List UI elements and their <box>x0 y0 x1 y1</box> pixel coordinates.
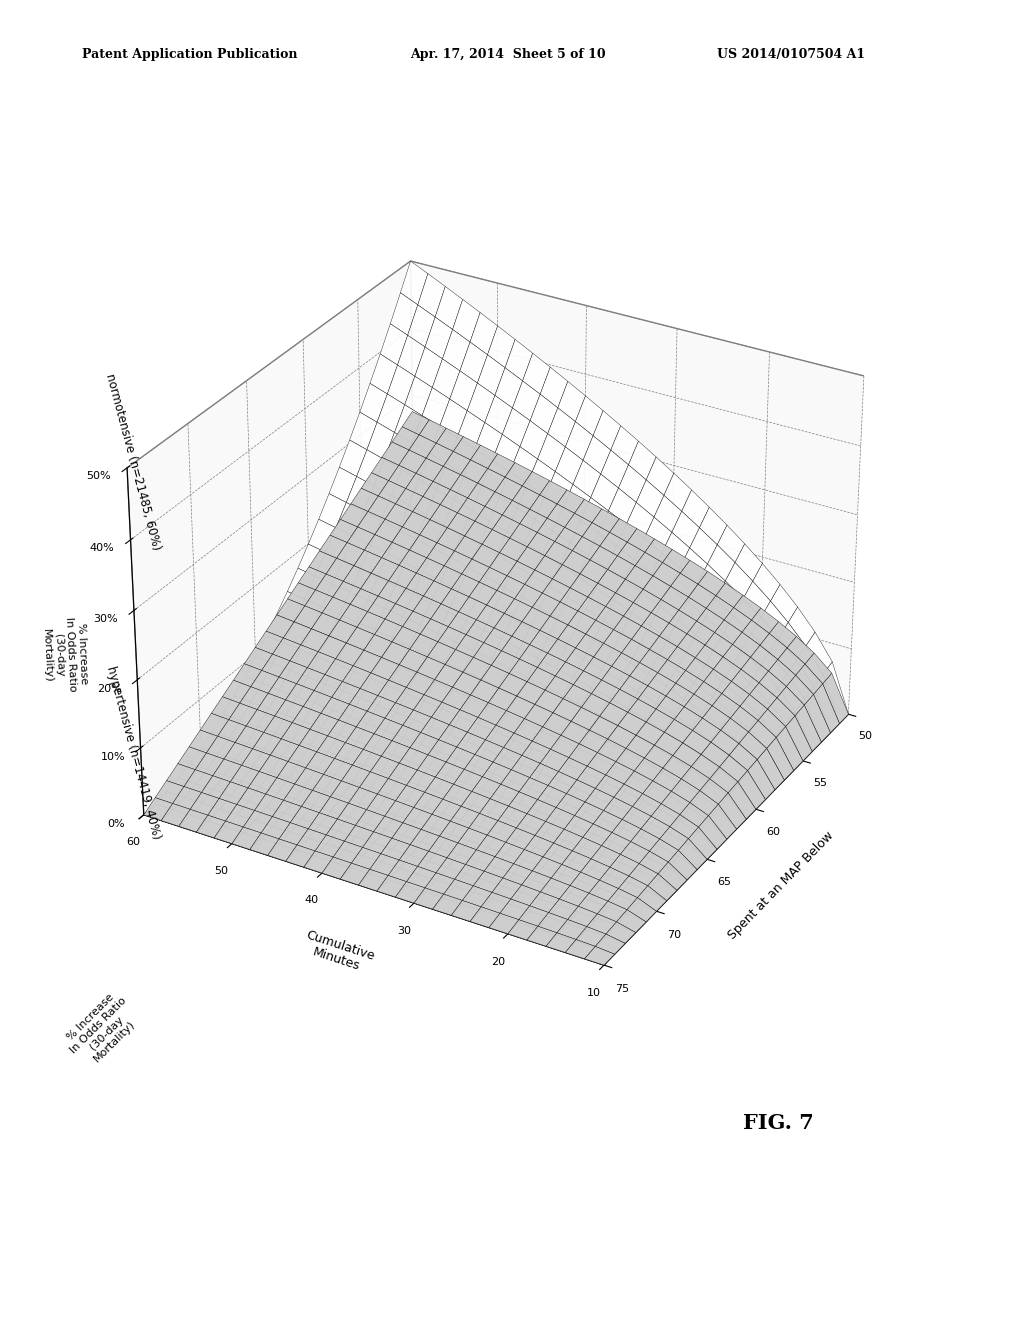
Text: FIG. 7: FIG. 7 <box>742 1113 814 1133</box>
Text: Patent Application Publication: Patent Application Publication <box>82 48 297 61</box>
Y-axis label: Cumulative
Minutes: Cumulative Minutes <box>300 928 376 977</box>
Text: US 2014/0107504 A1: US 2014/0107504 A1 <box>717 48 865 61</box>
X-axis label: Spent at an MAP Below: Spent at an MAP Below <box>726 829 837 942</box>
Text: normotensive (n=21485, 60%): normotensive (n=21485, 60%) <box>103 372 163 552</box>
Text: Apr. 17, 2014  Sheet 5 of 10: Apr. 17, 2014 Sheet 5 of 10 <box>410 48 605 61</box>
Text: hypertensive (n=14419, 40%): hypertensive (n=14419, 40%) <box>103 664 163 841</box>
Text: % Increase
In Odds Ratio
(30-day
Mortality): % Increase In Odds Ratio (30-day Mortali… <box>60 987 144 1072</box>
